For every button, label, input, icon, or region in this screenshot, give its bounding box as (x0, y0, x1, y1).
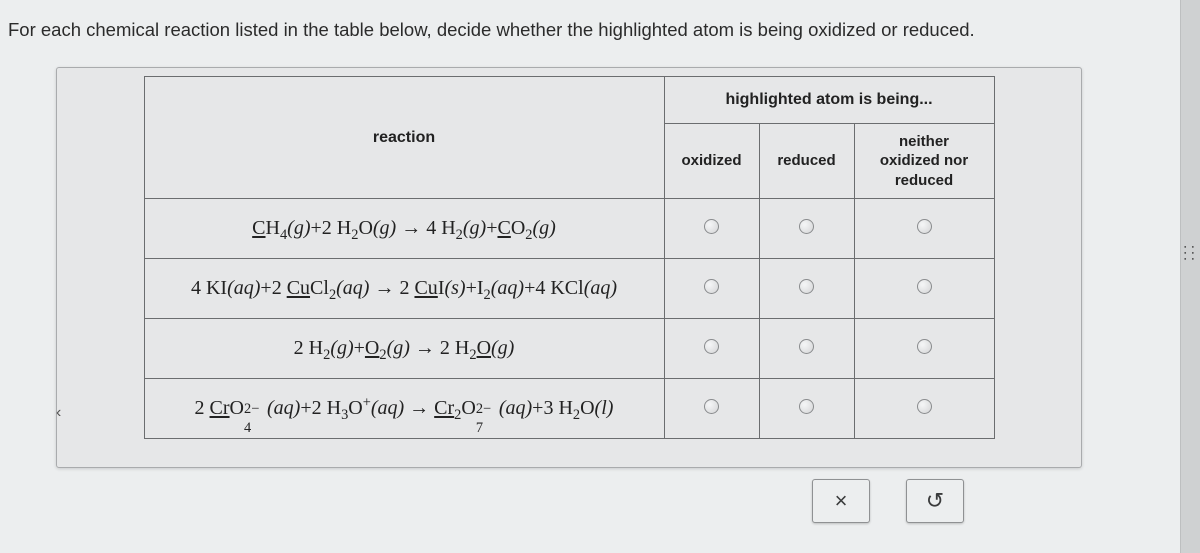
reset-icon: ↺ (926, 488, 944, 514)
header-highlight: highlighted atom is being... (664, 76, 994, 123)
radio-r3-oxidized[interactable] (704, 339, 719, 354)
radio-r1-neither[interactable] (917, 219, 932, 234)
reaction-4: 2 CrO2−4 (aq)+2 H3O+(aq) → Cr2O2−7 (aq)+… (144, 379, 664, 439)
radio-r4-oxidized[interactable] (704, 399, 719, 414)
radio-r1-reduced[interactable] (799, 219, 814, 234)
table-row: CH4(g)+2 H2O(g) → 4 H2(g)+CO2(g) (144, 199, 994, 259)
radio-r2-oxidized[interactable] (704, 279, 719, 294)
table-row: 4 KI(aq)+2 CuCl2(aq) → 2 CuI(s)+I2(aq)+4… (144, 259, 994, 319)
right-edge-strip: ● ●● ●● ● (1180, 0, 1200, 553)
header-oxidized: oxidized (664, 123, 759, 199)
radio-r2-reduced[interactable] (799, 279, 814, 294)
drag-dots-icon: ● ●● ●● ● (1184, 244, 1196, 262)
reaction-1: CH4(g)+2 H2O(g) → 4 H2(g)+CO2(g) (144, 199, 664, 259)
radio-r2-neither[interactable] (917, 279, 932, 294)
button-row: × ↺ (812, 479, 964, 523)
radio-r4-reduced[interactable] (799, 399, 814, 414)
reaction-2: 4 KI(aq)+2 CuCl2(aq) → 2 CuI(s)+I2(aq)+4… (144, 259, 664, 319)
reset-button[interactable]: ↺ (906, 479, 964, 523)
table-row: 2 CrO2−4 (aq)+2 H3O+(aq) → Cr2O2−7 (aq)+… (144, 379, 994, 439)
radio-r1-oxidized[interactable] (704, 219, 719, 234)
close-icon: × (835, 488, 848, 514)
table-panel: reaction highlighted atom is being... ox… (56, 67, 1082, 469)
radio-r4-neither[interactable] (917, 399, 932, 414)
reaction-table: reaction highlighted atom is being... ox… (144, 76, 995, 440)
radio-r3-neither[interactable] (917, 339, 932, 354)
header-neither: neither oxidized nor reduced (854, 123, 994, 199)
reaction-3: 2 H2(g)+O2(g) → 2 H2O(g) (144, 319, 664, 379)
nav-caret-icon: ‹ (56, 404, 61, 422)
close-button[interactable]: × (812, 479, 870, 523)
table-row: 2 H2(g)+O2(g) → 2 H2O(g) (144, 319, 994, 379)
radio-r3-reduced[interactable] (799, 339, 814, 354)
header-reduced: reduced (759, 123, 854, 199)
header-reaction: reaction (144, 76, 664, 199)
question-prompt: For each chemical reaction listed in the… (8, 18, 1160, 43)
